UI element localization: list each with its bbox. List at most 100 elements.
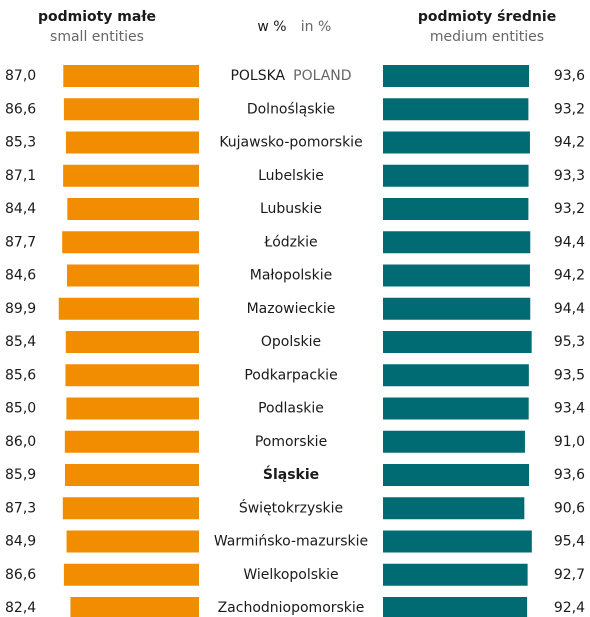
left-subtitle: small entities	[50, 29, 144, 45]
category-label: Podkarpackie	[244, 367, 337, 383]
left-title: podmioty małe	[38, 9, 156, 25]
right-subtitle: medium entities	[430, 29, 544, 45]
value-label: 85,0	[5, 401, 36, 417]
center-title: w %	[257, 19, 286, 35]
bar	[383, 597, 528, 617]
category-label: Lubelskie	[258, 168, 324, 184]
bar	[383, 198, 529, 220]
bar	[62, 231, 199, 254]
value-label: 90,6	[554, 500, 585, 516]
bar	[62, 497, 200, 520]
value-label: 86,6	[5, 567, 36, 583]
value-label: 93,5	[554, 367, 585, 383]
bar	[383, 297, 531, 320]
bar	[383, 131, 530, 154]
bar	[383, 364, 529, 387]
bar	[64, 464, 199, 486]
category-name: POLSKA	[230, 68, 285, 84]
bar	[63, 65, 199, 87]
value-label: 87,0	[5, 68, 36, 84]
category-name: Podlaskie	[258, 401, 324, 417]
category-label: Warmińsko-mazurskie	[214, 534, 368, 550]
value-label: 84,4	[5, 201, 36, 217]
category-label: Zachodniopomorskie	[218, 600, 365, 616]
bar	[383, 530, 532, 553]
value-label: 91,0	[554, 434, 585, 450]
category-name: Opolskie	[261, 334, 321, 350]
value-label: 95,4	[554, 534, 585, 550]
value-label: 84,9	[5, 534, 36, 550]
value-label: 86,0	[5, 434, 36, 450]
bar	[63, 98, 200, 121]
bar	[383, 164, 529, 187]
bar	[63, 563, 200, 586]
value-label: 94,4	[554, 234, 585, 250]
value-label: 93,2	[554, 101, 585, 117]
bar	[383, 563, 528, 586]
value-label: 87,1	[5, 168, 36, 184]
value-label: 85,9	[5, 467, 36, 483]
value-label: 87,3	[5, 500, 36, 516]
right-title: podmioty średnie	[418, 9, 556, 25]
category-name: Świętokrzyskie	[239, 498, 343, 516]
category-name: Warmińsko-mazurskie	[214, 534, 368, 550]
value-label: 94,2	[554, 268, 585, 284]
category-name: Łódzkie	[263, 234, 317, 250]
bar	[65, 131, 199, 154]
value-label: 85,3	[5, 135, 36, 151]
category-name: Podkarpackie	[244, 367, 337, 383]
bar	[383, 231, 531, 254]
value-label: 92,4	[554, 600, 585, 616]
value-label: 94,2	[554, 135, 585, 151]
bar	[383, 65, 530, 87]
category-label: Lubuskie	[260, 201, 322, 217]
value-label: 93,2	[554, 201, 585, 217]
category-label: Śląskie	[263, 465, 319, 483]
category-name: Małopolskie	[250, 268, 332, 284]
bar	[67, 264, 199, 287]
bar	[63, 164, 200, 187]
bar	[383, 497, 525, 520]
bar	[64, 430, 199, 453]
bar	[70, 597, 200, 617]
category-name: Pomorskie	[255, 434, 327, 450]
bar	[383, 430, 525, 453]
value-label: 89,9	[5, 301, 36, 317]
value-label: 85,4	[5, 334, 36, 350]
category-label: Opolskie	[261, 334, 321, 350]
category-name: Zachodniopomorskie	[218, 600, 365, 616]
category-label: Mazowieckie	[247, 301, 336, 317]
bar	[67, 198, 199, 220]
value-label: 94,4	[554, 301, 585, 317]
category-label: Łódzkie	[263, 234, 317, 250]
center-subtitle: in %	[301, 19, 332, 35]
category-name: Kujawsko-pomorskie	[219, 135, 362, 151]
bar	[383, 264, 530, 287]
value-label: 93,6	[554, 467, 585, 483]
bar	[383, 98, 529, 121]
category-translation: POLAND	[293, 68, 351, 84]
category-name: Lubuskie	[260, 201, 322, 217]
category-name: Wielkopolskie	[243, 567, 338, 583]
category-label: Podlaskie	[258, 401, 324, 417]
value-label: 95,3	[554, 334, 585, 350]
value-label: 93,4	[554, 401, 585, 417]
bar	[383, 464, 530, 486]
category-label: Małopolskie	[250, 268, 332, 284]
value-label: 84,6	[5, 268, 36, 284]
category-label: Wielkopolskie	[243, 567, 338, 583]
category-label: Pomorskie	[255, 434, 327, 450]
bar	[383, 397, 529, 420]
bar	[383, 331, 532, 353]
bar	[65, 331, 199, 353]
value-label: 87,7	[5, 234, 36, 250]
value-label: 86,6	[5, 101, 36, 117]
category-name: Dolnośląskie	[247, 101, 335, 117]
value-label: 93,6	[554, 68, 585, 84]
category-name: Mazowieckie	[247, 301, 336, 317]
bar	[66, 530, 199, 553]
bar	[58, 297, 200, 320]
value-label: 85,6	[5, 367, 36, 383]
bar	[66, 397, 200, 420]
